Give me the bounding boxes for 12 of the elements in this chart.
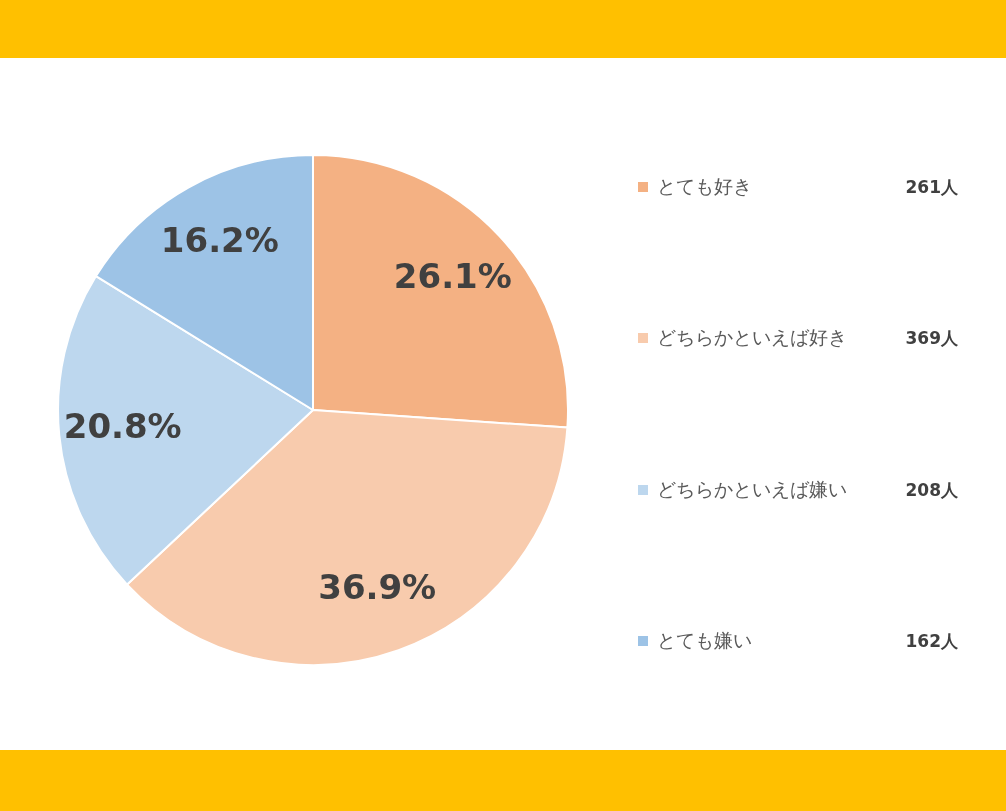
text: 208人 (905, 478, 958, 502)
data-label: 26.1% (393, 256, 512, 297)
text: 369人 (905, 326, 958, 350)
data-label: 36.9% (318, 566, 437, 607)
legend-label: どちらかといえば嫌い (657, 477, 848, 502)
text: 162人 (905, 629, 958, 653)
legend-label: どちらかといえば好き (657, 325, 848, 350)
legend-label: とても嫌い (657, 628, 753, 653)
text: 261人 (905, 175, 958, 199)
legend-label: とても好き (657, 174, 753, 199)
data-label: 20.8% (63, 406, 182, 447)
data-label: 16.2% (160, 219, 279, 260)
